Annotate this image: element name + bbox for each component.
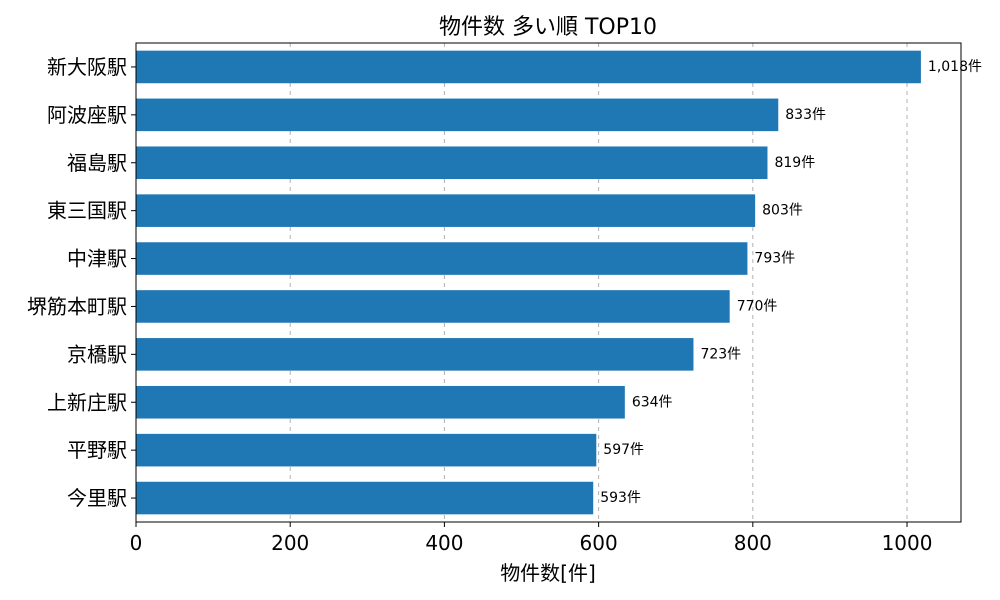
category-label: 堺筋本町駅	[27, 294, 127, 318]
data-label: 593件	[600, 490, 641, 506]
category-label: 阿波座駅	[47, 103, 127, 127]
bar	[136, 290, 730, 323]
data-label: 819件	[774, 155, 815, 171]
data-label: 770件	[737, 298, 778, 314]
category-label: 東三国駅	[47, 199, 127, 223]
data-label: 793件	[754, 251, 795, 267]
data-label: 634件	[632, 394, 673, 410]
bar	[136, 338, 694, 371]
data-label: 833件	[785, 107, 826, 123]
plot-frame	[135, 42, 962, 523]
x-tick-label: 600	[580, 531, 618, 555]
bar	[136, 194, 756, 227]
bar	[136, 98, 779, 132]
category-label: 平野駅	[67, 438, 127, 462]
bar	[136, 50, 921, 84]
bars-group	[136, 50, 921, 515]
category-label: 中津駅	[67, 247, 127, 271]
bar	[136, 146, 768, 180]
data-labels: 1,018件 833件 819件 803件 793件 770件 723件 634件 597件 59…	[600, 59, 982, 506]
data-label: 597件	[603, 442, 644, 458]
x-axis: 0 200 400 600 800 1000	[130, 522, 933, 555]
x-tick-label: 0	[130, 531, 143, 555]
x-axis-label: 物件数[件]	[500, 561, 596, 585]
x-tick-label: 200	[271, 531, 309, 555]
data-label: 723件	[700, 346, 741, 362]
bar	[136, 385, 625, 419]
x-tick-label: 1000	[882, 531, 933, 555]
bar	[136, 242, 748, 275]
chart-title: 物件数 多い順 TOP10	[439, 15, 657, 40]
data-label: 1,018件	[928, 59, 982, 75]
data-label: 803件	[762, 203, 803, 219]
x-tick-label: 400	[425, 531, 463, 555]
category-label: 今里駅	[67, 486, 127, 510]
category-label: 上新庄駅	[47, 390, 127, 414]
category-label: 福島駅	[67, 151, 127, 175]
bar	[136, 481, 594, 515]
bar	[136, 433, 597, 467]
x-tick-label: 800	[734, 531, 772, 555]
category-label: 新大阪駅	[47, 55, 127, 79]
category-label: 京橋駅	[67, 342, 127, 366]
